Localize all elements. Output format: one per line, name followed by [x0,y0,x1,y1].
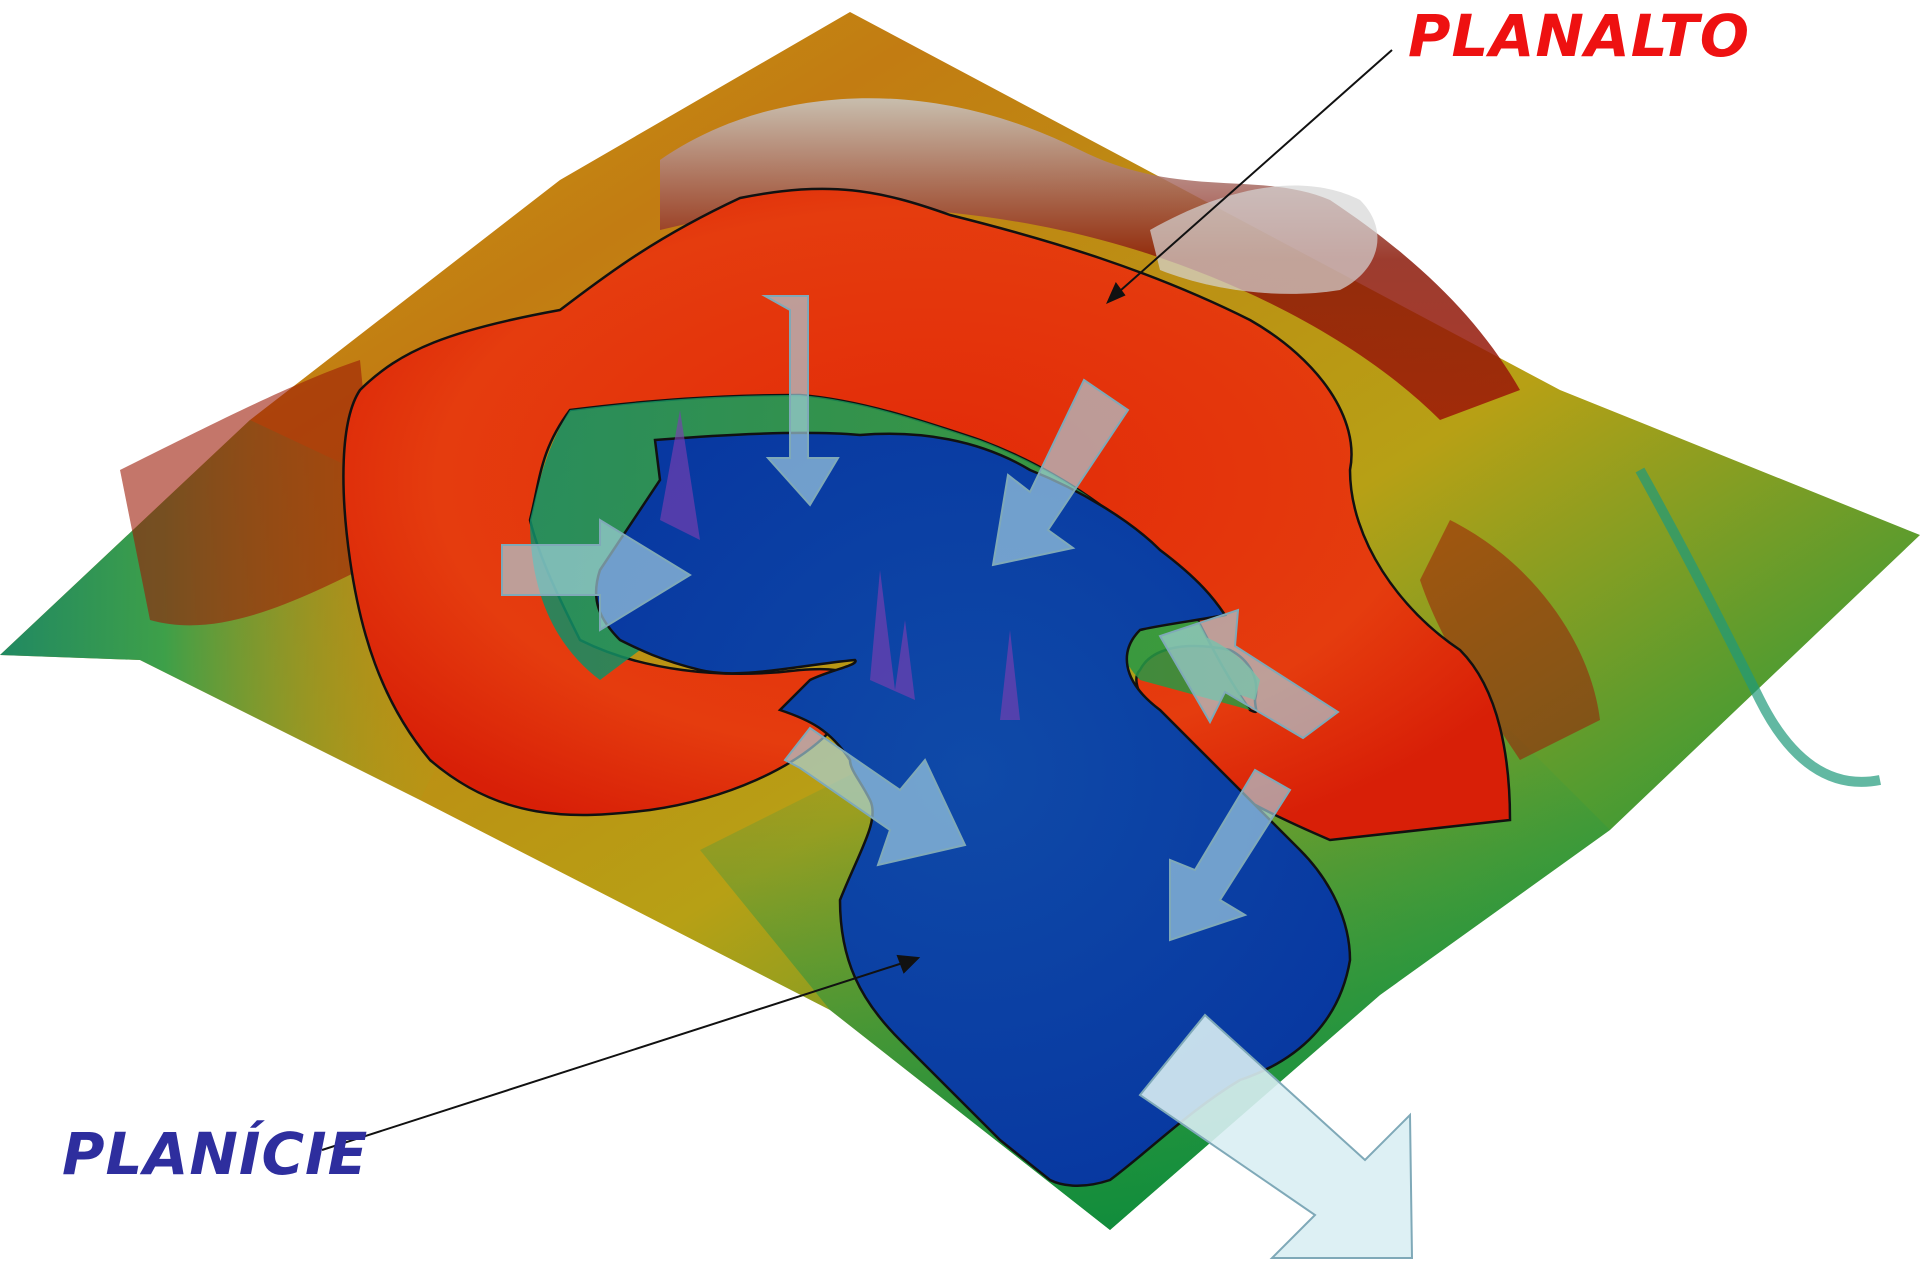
planalto-leader-line [1111,49,1393,299]
ridge-east [1420,520,1600,760]
planalto-leader-arrowhead [1106,282,1126,304]
arrow-east-rim [1158,608,1340,740]
planicie-leader-line [321,959,913,1151]
planicie-label: PLANÍCIE [62,1120,369,1188]
ridge-west [120,360,380,626]
planalto-label: PLANALTO [1408,2,1751,70]
planicie-leader-arrowhead [896,954,921,974]
arrow-west [501,518,692,632]
arrow-east-south [1169,768,1292,942]
arrow-north-west [761,295,840,507]
arrow-north-east [991,378,1130,567]
river-channel [1635,467,1881,787]
ridge-north [660,98,1520,420]
plain-zone [594,431,1352,1187]
drainage-arrows [501,295,1414,1259]
leader-lines [321,49,1393,1151]
arrow-center-left [783,726,967,867]
arrow-outflow [1138,1013,1414,1259]
